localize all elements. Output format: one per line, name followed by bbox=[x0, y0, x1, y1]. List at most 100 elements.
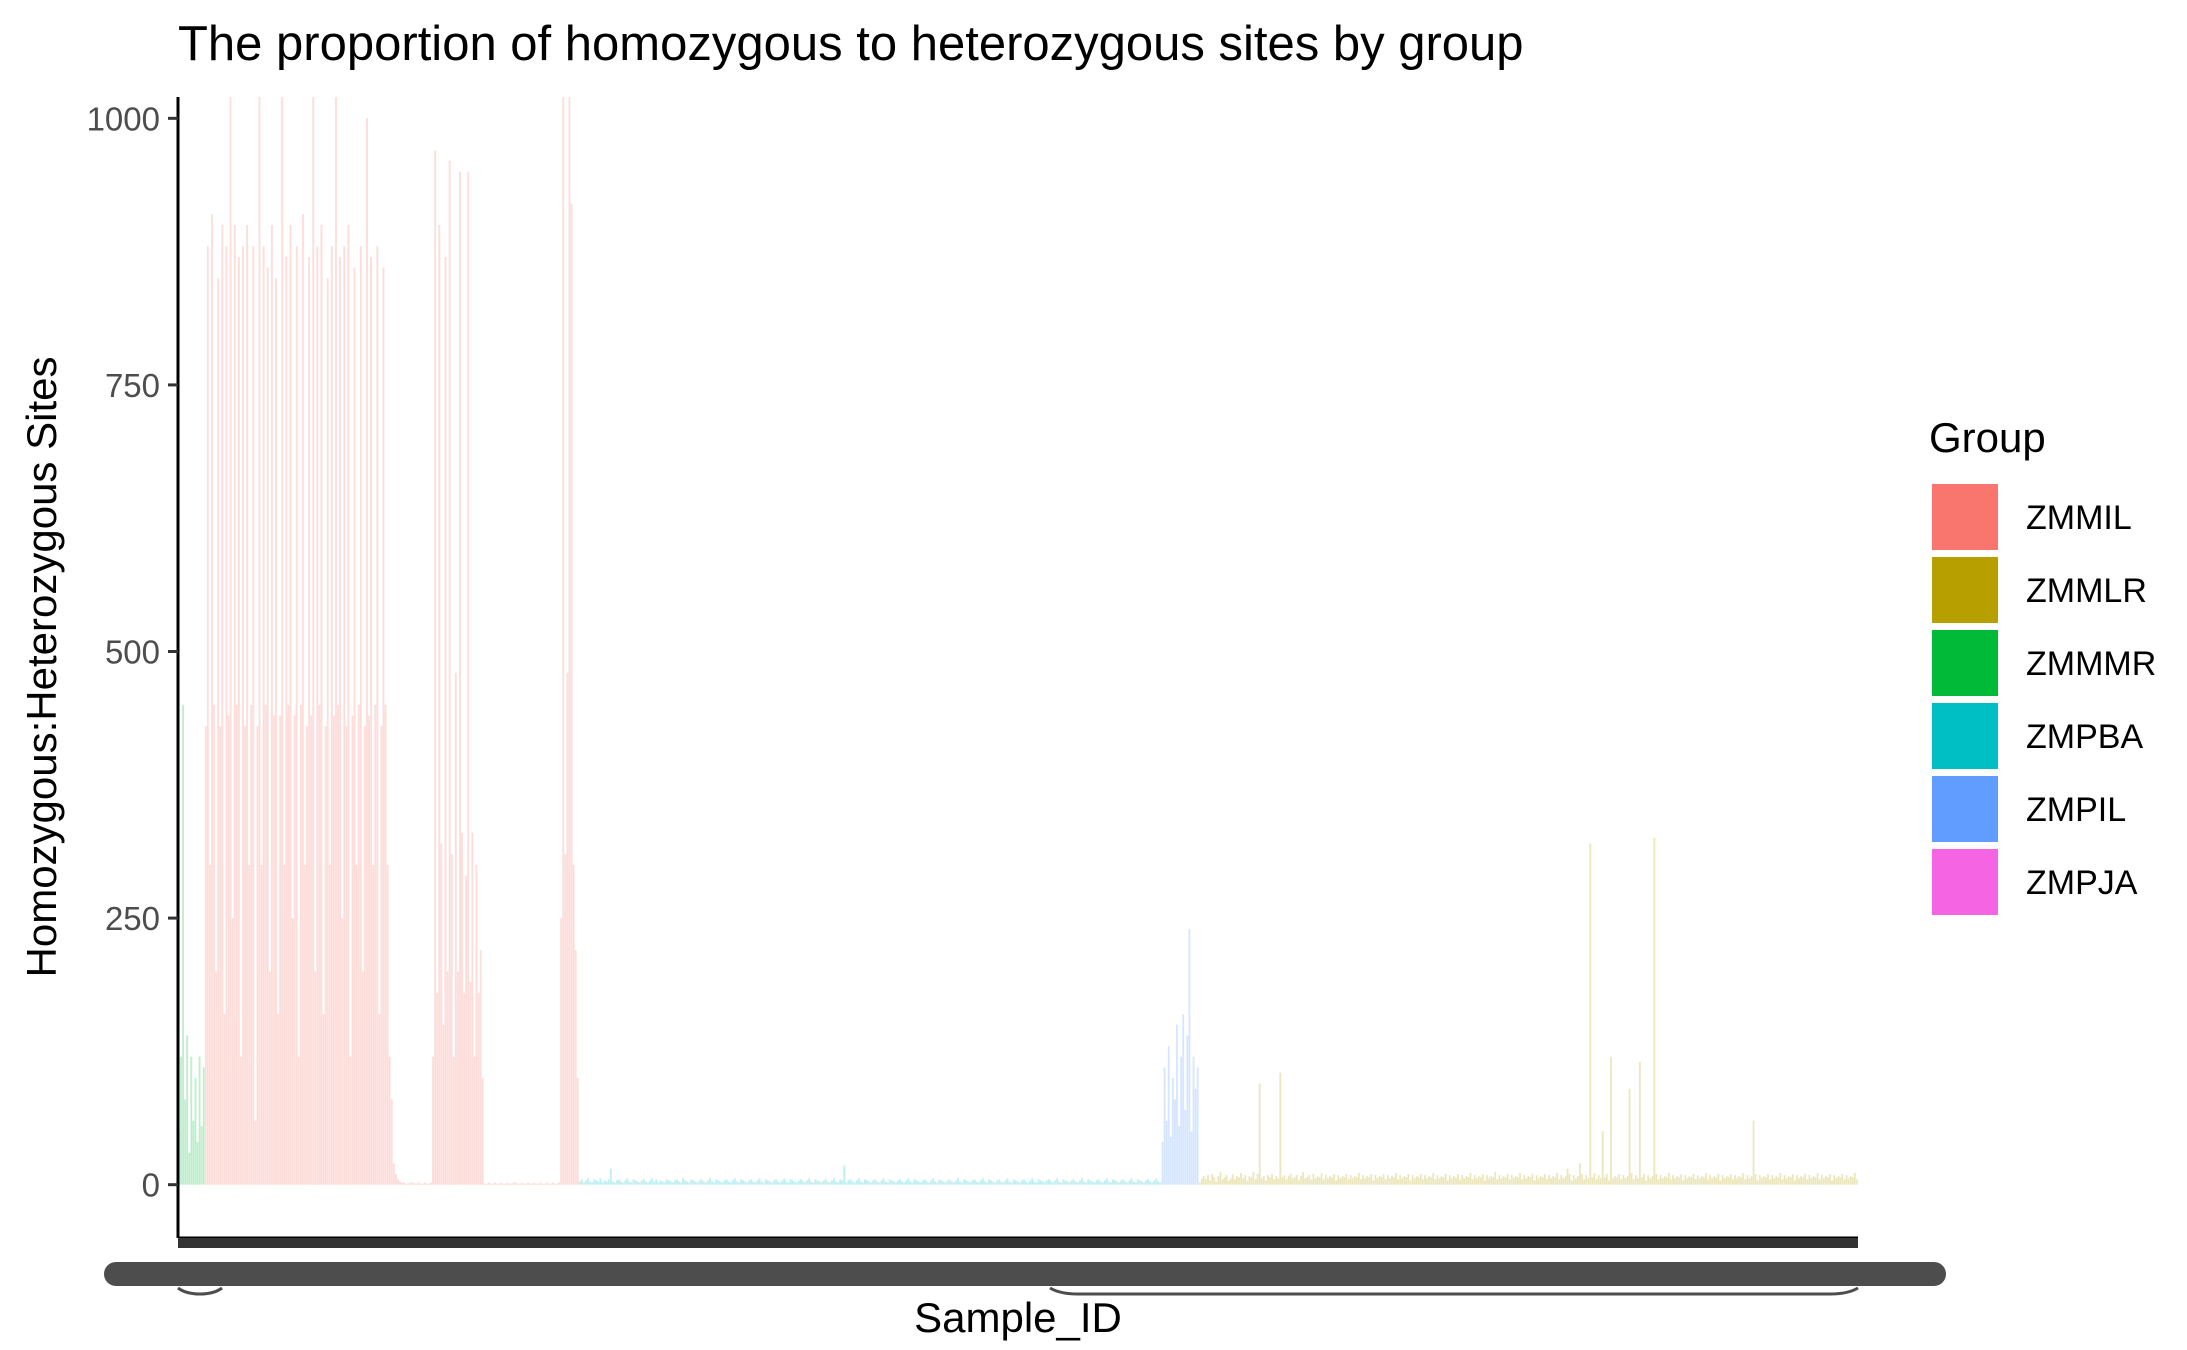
bar-zmmlr bbox=[1510, 1175, 1513, 1185]
bar-zmmlr bbox=[1486, 1175, 1488, 1185]
bar-zmpba bbox=[591, 1182, 594, 1185]
legend-label-zmmmr: ZMMMR bbox=[2026, 645, 2156, 683]
bar-zmpba bbox=[738, 1182, 740, 1185]
bar-zmmlr bbox=[1438, 1178, 1441, 1185]
bar-zmpba bbox=[655, 1179, 658, 1185]
bar-zmmlr bbox=[1669, 1179, 1672, 1185]
bar-zmpba bbox=[634, 1180, 637, 1185]
bar-zmmlr bbox=[1729, 1174, 1732, 1185]
bar-zmmlr bbox=[1694, 1179, 1697, 1185]
bar-zmmil bbox=[423, 1182, 426, 1185]
bar-zmpba bbox=[1039, 1180, 1042, 1185]
bar-zmpba bbox=[709, 1178, 711, 1185]
bar-zmmil bbox=[215, 971, 218, 1185]
bar-zmpba bbox=[717, 1180, 720, 1185]
bar-zmmlr bbox=[1709, 1175, 1712, 1185]
legend-key-zmmmr bbox=[1932, 630, 1998, 696]
bar-zmpba bbox=[988, 1179, 990, 1185]
bar-zmpba bbox=[1029, 1180, 1032, 1185]
bar-zmpba bbox=[1097, 1179, 1100, 1185]
bar-zmmlr bbox=[1355, 1177, 1358, 1185]
bar-zmmlr bbox=[1572, 1175, 1575, 1185]
bar-zmmlr bbox=[1506, 1174, 1509, 1185]
bar-zmmil bbox=[543, 1183, 546, 1185]
bar-zmpba bbox=[1070, 1180, 1073, 1185]
bar-zmmlr bbox=[1556, 1172, 1559, 1185]
bar-zmmlr bbox=[1384, 1179, 1387, 1185]
bar-zmmil bbox=[376, 246, 379, 1185]
bar-zmmlr bbox=[1256, 1174, 1259, 1185]
bar-zmmil bbox=[475, 864, 478, 1185]
bar-zmmil bbox=[392, 1163, 395, 1185]
bar-zmmlr bbox=[1519, 1172, 1521, 1185]
bar-zmmil bbox=[483, 1183, 486, 1185]
bar-zmpba bbox=[828, 1182, 831, 1185]
bar-zmmlr bbox=[1680, 1174, 1683, 1185]
bar-zmmlr bbox=[1672, 1175, 1674, 1185]
bar-zmmil bbox=[326, 278, 329, 1185]
bar-zmpba bbox=[861, 1182, 864, 1185]
bar-zmmlr bbox=[1366, 1176, 1369, 1185]
bar-zmmlr bbox=[1649, 1178, 1652, 1185]
bar-zmpba bbox=[632, 1179, 635, 1185]
bar-zmmlr bbox=[1479, 1177, 1482, 1185]
bar-zmmlr bbox=[1643, 1174, 1645, 1185]
bar-zmmil bbox=[386, 864, 389, 1185]
bar-zmmlr bbox=[1793, 1180, 1796, 1185]
legend-key-zmpil bbox=[1932, 776, 1998, 842]
bar-zmmlr bbox=[1393, 1177, 1395, 1185]
bar-zmmlr bbox=[1378, 1176, 1381, 1185]
legend-label-zmmlr: ZMMLR bbox=[2026, 572, 2147, 610]
bar-zmmil bbox=[347, 224, 350, 1185]
bar-zmmlr bbox=[1502, 1176, 1505, 1185]
bar-zmmil bbox=[368, 715, 370, 1185]
bar-zmmmr bbox=[190, 1056, 193, 1185]
bar-zmmil bbox=[363, 726, 366, 1185]
bar-zmmlr bbox=[1674, 1178, 1676, 1185]
bar-zmmil bbox=[374, 704, 377, 1185]
bar-zmmil bbox=[279, 715, 282, 1185]
bar-zmmlr bbox=[1833, 1175, 1836, 1185]
bar-zmmil bbox=[285, 256, 288, 1185]
bar-zmpba bbox=[959, 1181, 961, 1185]
bar-zmpba bbox=[804, 1182, 806, 1185]
bar-zmpba bbox=[930, 1180, 933, 1185]
bar-zmmil bbox=[523, 1183, 525, 1185]
bar-zmmmr bbox=[184, 1099, 187, 1185]
bar-zmmil bbox=[415, 1183, 418, 1185]
bar-zmmlr bbox=[1213, 1177, 1216, 1185]
bar-zmmlr bbox=[1610, 1056, 1612, 1185]
bar-zmpba bbox=[808, 1178, 811, 1185]
bar-zmmil bbox=[384, 704, 387, 1185]
bar-zmmil bbox=[411, 1182, 414, 1185]
bar-zmmil bbox=[337, 704, 339, 1185]
bar-zmpba bbox=[1089, 1180, 1092, 1185]
bar-zmpba bbox=[948, 1179, 951, 1185]
bar-zmmlr bbox=[1258, 1083, 1261, 1185]
bar-zmmlr bbox=[1397, 1179, 1400, 1185]
bar-zmpba bbox=[1004, 1180, 1007, 1185]
bar-zmmil bbox=[432, 1056, 435, 1185]
bar-zmmmr bbox=[196, 1142, 199, 1185]
bar-zmmlr bbox=[1517, 1177, 1519, 1185]
bar-zmmlr bbox=[1236, 1176, 1238, 1185]
bar-zmpba bbox=[1153, 1180, 1156, 1185]
bar-zmmlr bbox=[1333, 1174, 1335, 1185]
bar-zmpba bbox=[802, 1181, 804, 1185]
y-tick-label: 1000 bbox=[87, 100, 160, 137]
bar-zmpil bbox=[1188, 928, 1191, 1185]
bar-zmpba bbox=[1010, 1182, 1013, 1185]
bar-zmpba bbox=[954, 1180, 957, 1185]
bar-zmmlr bbox=[1773, 1178, 1776, 1185]
bar-zmpba bbox=[638, 1182, 641, 1185]
bar-zmmlr bbox=[1339, 1178, 1342, 1185]
bar-zmmlr bbox=[1271, 1174, 1273, 1185]
bar-zmmlr bbox=[1707, 1179, 1710, 1185]
bar-zmmlr bbox=[1599, 1178, 1602, 1185]
bar-zmmlr bbox=[1713, 1176, 1716, 1185]
bar-zmmlr bbox=[1607, 1180, 1610, 1185]
bar-zmmlr bbox=[1562, 1178, 1565, 1185]
bar-zmpba bbox=[1157, 1181, 1160, 1185]
bar-zmpba bbox=[636, 1181, 639, 1185]
